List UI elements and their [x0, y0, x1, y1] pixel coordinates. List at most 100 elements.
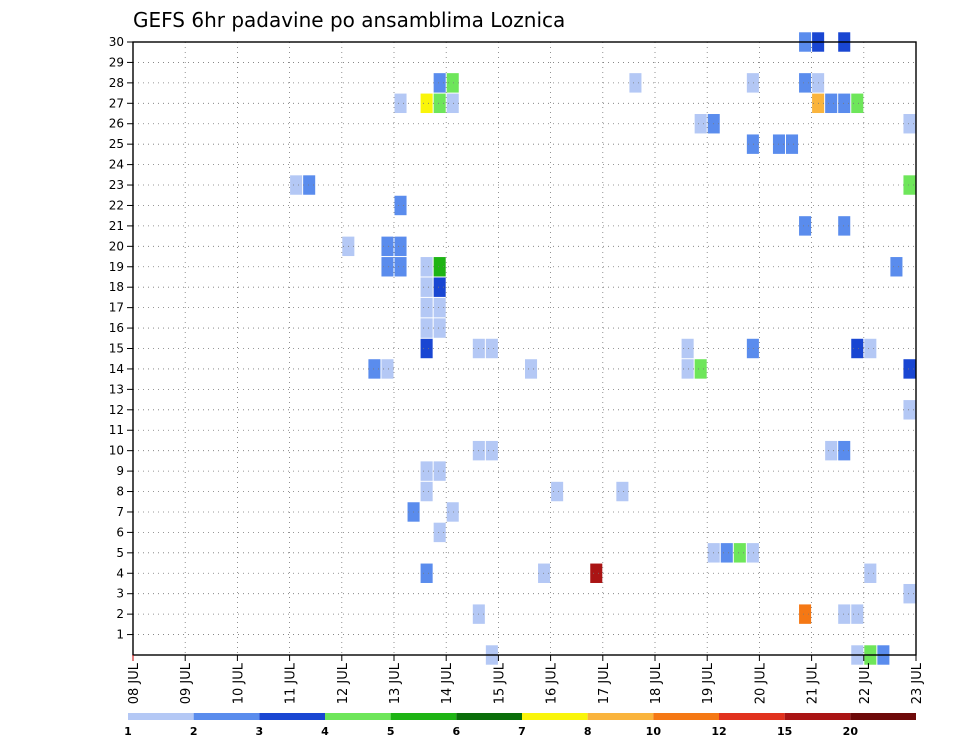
legend-swatch	[456, 713, 522, 720]
heatmap-cell	[864, 338, 877, 359]
y-tick-label: 19	[109, 260, 124, 274]
heatmap-cell	[381, 257, 394, 277]
heatmap-cell	[433, 461, 446, 481]
heatmap-cell	[446, 73, 459, 93]
y-tick-label: 6	[116, 525, 124, 539]
heatmap-cell	[694, 114, 707, 134]
legend-label: 7	[518, 725, 526, 738]
y-tick-label: 15	[109, 342, 124, 356]
heatmap-cell	[851, 93, 864, 114]
heatmap-cell	[394, 195, 407, 216]
heatmap-cell	[381, 359, 394, 379]
heatmap-cell	[590, 563, 603, 583]
x-tick-label: 14 JUL	[440, 662, 455, 704]
heatmap-cell	[485, 338, 498, 359]
x-tick-label: 22 JUL	[858, 662, 873, 704]
y-tick-label: 17	[109, 301, 124, 315]
heatmap-cell	[903, 359, 916, 379]
heatmap-cell	[903, 114, 916, 134]
heatmap-cell	[420, 297, 433, 318]
y-tick-label: 26	[109, 117, 124, 131]
heatmap-cell	[394, 236, 407, 257]
heatmap-cell	[420, 318, 433, 338]
legend-label: 10	[646, 725, 662, 738]
y-tick-label: 20	[109, 239, 124, 253]
heatmap-cell	[433, 277, 446, 297]
heatmap-cell	[381, 236, 394, 257]
heatmap-cell	[446, 93, 459, 114]
y-tick-label: 21	[109, 219, 124, 233]
y-tick-label: 22	[109, 198, 124, 212]
heatmap-cell	[446, 502, 459, 522]
heatmap-cell	[838, 216, 851, 236]
y-tick-label: 11	[109, 423, 124, 437]
legend-swatch	[522, 713, 588, 720]
heatmap-cell	[720, 543, 733, 563]
x-tick-label: 11 JUL	[284, 662, 299, 704]
x-tick-label: 18 JUL	[649, 662, 664, 704]
y-tick-label: 25	[109, 137, 124, 151]
y-tick-label: 12	[109, 403, 124, 417]
legend-label: 20	[843, 725, 859, 738]
heatmap-cell	[903, 175, 916, 195]
legend-label: 8	[584, 725, 592, 738]
heatmap-cell	[851, 338, 864, 359]
heatmap-cell	[525, 359, 538, 379]
y-tick-label: 4	[116, 566, 124, 580]
x-tick-label: 21 JUL	[806, 662, 821, 704]
y-tick-label: 27	[109, 96, 124, 110]
heatmap-cell	[838, 93, 851, 114]
y-tick-label: 5	[116, 546, 124, 560]
x-axis: 08 JUL 09 JUL 10 JUL 11 JUL 12 JUL 13 JUL 14 J…	[127, 655, 925, 704]
color-legend: 1 2 3 4 5 6 7 8 10 12 15 20	[124, 713, 916, 738]
heatmap-cell	[825, 93, 838, 114]
heatmap-cell	[681, 359, 694, 379]
x-tick-label: 23 JUL	[910, 662, 925, 704]
y-tick-label: 8	[116, 485, 124, 499]
heatmap-cell	[733, 543, 746, 563]
x-tick-label: 16 JUL	[545, 662, 560, 704]
heatmap-cell	[394, 257, 407, 277]
x-tick-label: 13 JUL	[388, 662, 403, 704]
heatmap-cell	[903, 400, 916, 420]
legend-swatch	[719, 713, 785, 720]
legend-label: 1	[124, 725, 132, 738]
legend-swatch	[325, 713, 391, 720]
heatmap-cell	[420, 563, 433, 583]
legend-swatch	[587, 713, 654, 720]
legend-label: 4	[321, 725, 329, 738]
grid-lines	[133, 41, 916, 655]
heatmap-cell	[786, 134, 799, 154]
legend-swatch	[850, 713, 916, 720]
legend-swatch	[653, 713, 719, 720]
heatmap-cell	[394, 93, 407, 114]
heatmap-cell	[485, 440, 498, 461]
legend-label: 2	[190, 725, 198, 738]
heatmap-cell	[746, 338, 759, 359]
x-tick-label: 17 JUL	[597, 662, 612, 704]
data-cells	[290, 32, 916, 665]
legend-swatch	[390, 713, 457, 720]
heatmap-cell	[433, 297, 446, 318]
y-tick-label: 9	[116, 464, 124, 478]
heatmap-cell	[864, 563, 877, 583]
y-tick-label: 16	[109, 321, 124, 335]
heatmap-cell	[694, 359, 707, 379]
heatmap-cell	[746, 134, 759, 154]
heatmap-cell	[368, 359, 381, 379]
heatmap-cell	[838, 604, 851, 624]
x-tick-label: 08 JUL	[127, 662, 142, 704]
heatmap-cell	[538, 563, 551, 583]
heatmap-cell	[681, 338, 694, 359]
heatmap-cell	[799, 604, 812, 624]
heatmap-cell	[551, 481, 564, 502]
heatmap-cell	[420, 338, 433, 359]
heatmap-cell	[799, 216, 812, 236]
heatmap-cell	[838, 440, 851, 461]
heatmap-cell	[746, 543, 759, 563]
legend-label: 15	[777, 725, 792, 738]
legend-swatch	[259, 713, 325, 720]
y-tick-label: 28	[109, 76, 124, 90]
heatmap-cell	[616, 481, 629, 502]
